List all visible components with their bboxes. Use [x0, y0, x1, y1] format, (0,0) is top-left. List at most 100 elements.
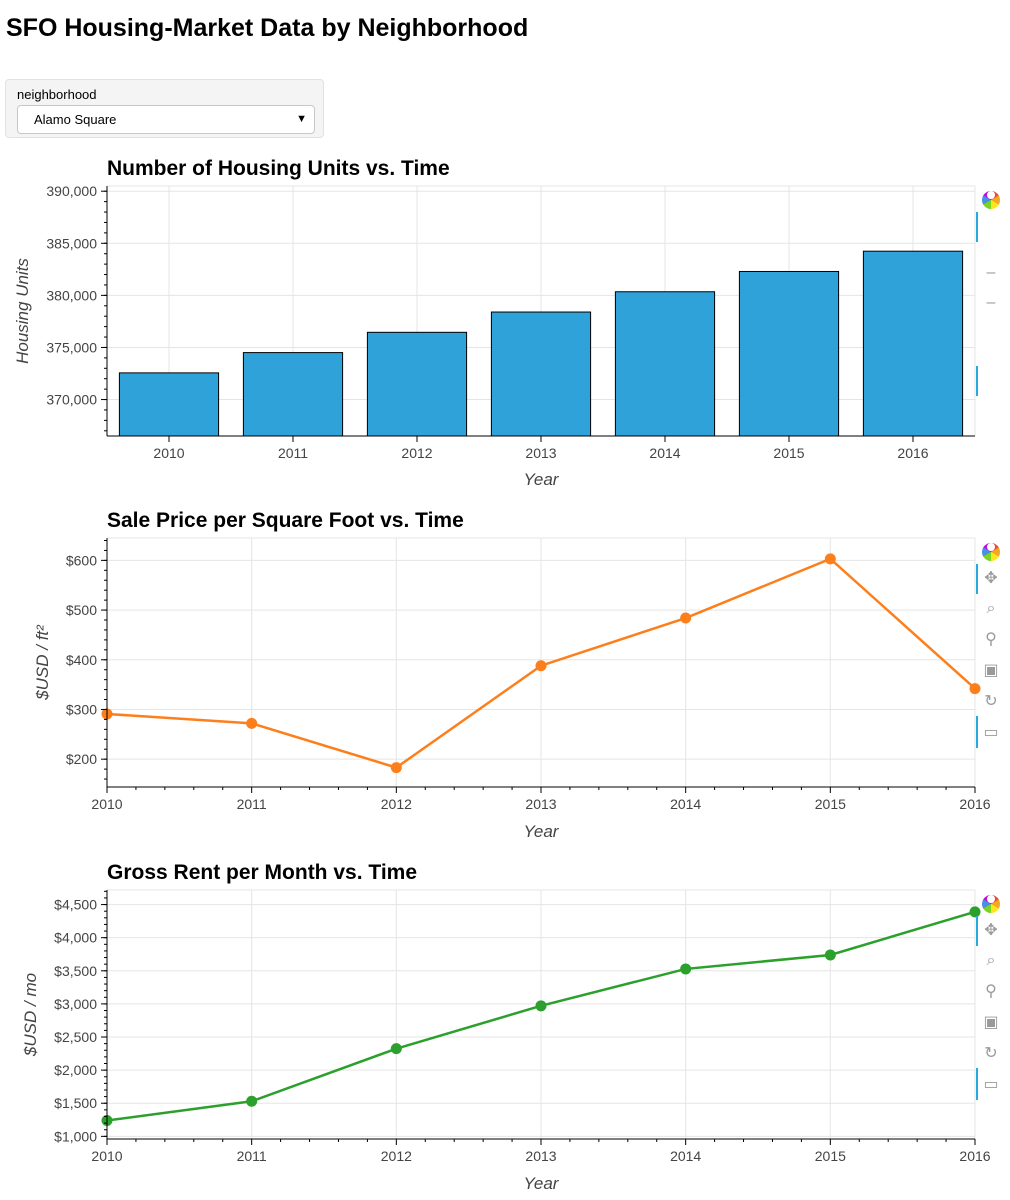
chevron-down-icon: ▼: [296, 113, 307, 125]
x-axis-title: Year: [524, 822, 560, 841]
y-tick-label: 370,000: [46, 392, 97, 408]
data-point-2014: [680, 963, 692, 975]
page-title: SFO Housing-Market Data by Neighborhood: [6, 14, 529, 42]
bokeh-logo-icon[interactable]: [980, 538, 1002, 561]
hover-icon[interactable]: ▭: [983, 1076, 999, 1093]
neighborhood-label: neighborhood: [17, 87, 97, 102]
chart-title-gross-rent: Gross Rent per Month vs. Time: [107, 861, 418, 884]
wheel-zoom-icon[interactable]: ⚲: [985, 983, 997, 1000]
tool-active-indicator: [976, 366, 978, 396]
housing-units-bar-chart[interactable]: 370,000 375,000 380,000 385,000 390,000 2010 2…: [0, 0, 1010, 500]
y-tick-label: $500: [66, 602, 97, 618]
x-tick-label: 2015: [773, 445, 804, 461]
tool-active-indicator: [976, 564, 978, 594]
pan-icon[interactable]: ✥: [984, 922, 998, 939]
x-tick-label: 2014: [670, 1148, 701, 1164]
chart-toolbar-gross-rent: ✥ ⌕ ⚲ ▣ ↻ ▭: [976, 890, 1006, 1110]
data-point-2014: [680, 612, 692, 624]
x-tick-label: 2010: [91, 796, 122, 812]
bokeh-logo-icon[interactable]: [980, 186, 1002, 209]
bar-2011: [242, 352, 344, 437]
bar-2015: [738, 270, 840, 437]
neighborhood-select[interactable]: Alamo Square ▼: [17, 105, 315, 134]
data-point-2013: [535, 1000, 547, 1012]
box-zoom-icon[interactable]: ⌕: [986, 600, 996, 617]
y-axis-title: $USD / mo: [21, 973, 40, 1057]
y-tick-label: $400: [66, 652, 97, 668]
data-point-2016: [969, 906, 981, 918]
chart-toolbar-housing-units: – –: [976, 186, 1006, 416]
y-tick-label: $3,500: [54, 963, 97, 979]
box-zoom-icon[interactable]: ⌕: [986, 952, 996, 969]
toolbar-divider: –: [986, 264, 996, 281]
chart-title-sale-price: Sale Price per Square Foot vs. Time: [107, 509, 464, 532]
x-tick-label: 2013: [525, 1148, 556, 1164]
y-tick-label: $2,000: [54, 1062, 97, 1078]
data-point-2011: [246, 1095, 258, 1107]
bar-2010: [118, 372, 220, 437]
y-tick-label: $1,500: [54, 1095, 97, 1111]
bar-2013: [490, 311, 592, 437]
x-tick-label: 2010: [153, 445, 184, 461]
reset-icon[interactable]: ↻: [984, 1045, 998, 1062]
x-tick-label: 2015: [815, 796, 846, 812]
y-tick-label: $3,000: [54, 996, 97, 1012]
y-tick-label: 390,000: [46, 183, 97, 199]
pan-icon[interactable]: ✥: [984, 570, 998, 587]
chart-toolbar-sale-price: ✥ ⌕ ⚲ ▣ ↻ ▭: [976, 538, 1006, 758]
data-point-2012: [390, 762, 402, 774]
reset-icon[interactable]: ↻: [984, 693, 998, 710]
x-tick-label: 2014: [670, 796, 701, 812]
bar-2014: [614, 291, 716, 437]
x-axis-title: Year: [524, 1174, 560, 1193]
wheel-zoom-icon[interactable]: ⚲: [985, 631, 997, 648]
x-axis-title: Year: [524, 470, 560, 489]
bar-2012: [366, 331, 468, 437]
x-tick-label: 2011: [237, 1148, 267, 1164]
y-tick-label: 375,000: [46, 339, 97, 355]
y-tick-label: $4,000: [54, 930, 97, 946]
bokeh-logo-icon[interactable]: [980, 890, 1002, 913]
data-point-2015: [824, 553, 836, 565]
x-tick-label: 2014: [649, 445, 680, 461]
x-tick-label: 2016: [959, 1148, 990, 1164]
y-axis-title: Housing Units: [13, 258, 32, 364]
save-icon[interactable]: ▣: [983, 1014, 999, 1031]
save-icon[interactable]: ▣: [983, 662, 999, 679]
x-tick-label: 2011: [278, 445, 308, 461]
sale-price-line-chart[interactable]: $200 $300 $400 $500 $600 2010 2011 2012 2013 2014…: [0, 0, 1010, 850]
x-tick-label: 2013: [525, 796, 556, 812]
y-tick-label: $2,500: [54, 1029, 97, 1045]
neighborhood-selected-value: Alamo Square: [34, 112, 117, 127]
y-axis-title: $USD / ft²: [33, 624, 52, 701]
neighborhood-widget: neighborhood Alamo Square ▼: [5, 79, 324, 138]
tool-active-indicator: [976, 212, 978, 242]
bar-2016: [862, 250, 964, 437]
y-tick-label: $200: [66, 751, 97, 767]
x-tick-label: 2011: [237, 796, 267, 812]
x-tick-label: 2010: [91, 1148, 122, 1164]
toolbar-divider: –: [986, 294, 996, 311]
y-tick-label: 380,000: [46, 287, 97, 303]
tool-active-indicator: [976, 916, 978, 946]
tool-active-indicator: [976, 1068, 978, 1100]
chart-title-housing-units: Number of Housing Units vs. Time: [107, 157, 450, 180]
data-point-2011: [246, 717, 258, 729]
y-tick-label: $600: [66, 552, 97, 568]
x-tick-label: 2016: [897, 445, 928, 461]
x-tick-label: 2012: [381, 796, 412, 812]
y-tick-label: 385,000: [46, 235, 97, 251]
x-tick-label: 2012: [401, 445, 432, 461]
x-tick-label: 2015: [815, 1148, 846, 1164]
x-tick-label: 2013: [525, 445, 556, 461]
data-point-2015: [824, 949, 836, 961]
hover-icon[interactable]: ▭: [983, 724, 999, 741]
y-tick-label: $1,000: [54, 1128, 97, 1144]
data-point-2013: [535, 660, 547, 672]
x-tick-label: 2012: [381, 1148, 412, 1164]
data-point-2012: [390, 1043, 402, 1055]
tool-active-indicator: [976, 716, 978, 748]
x-tick-label: 2016: [959, 796, 990, 812]
y-tick-label: $4,500: [54, 897, 97, 913]
